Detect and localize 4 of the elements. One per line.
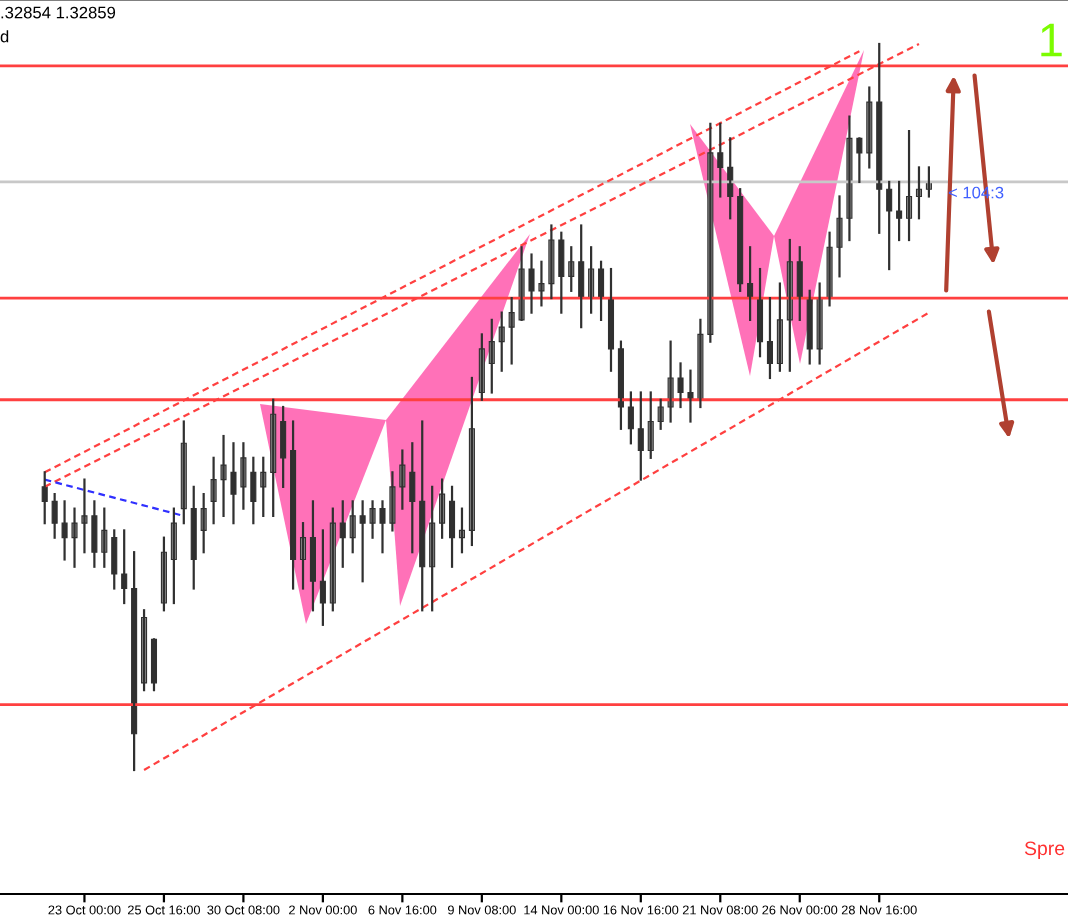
text: .32854 1.32859: [1, 6, 116, 19]
text: 1: [1041, 23, 1062, 57]
text: d: [0, 30, 9, 43]
text: Spre: [1024, 841, 1065, 860]
